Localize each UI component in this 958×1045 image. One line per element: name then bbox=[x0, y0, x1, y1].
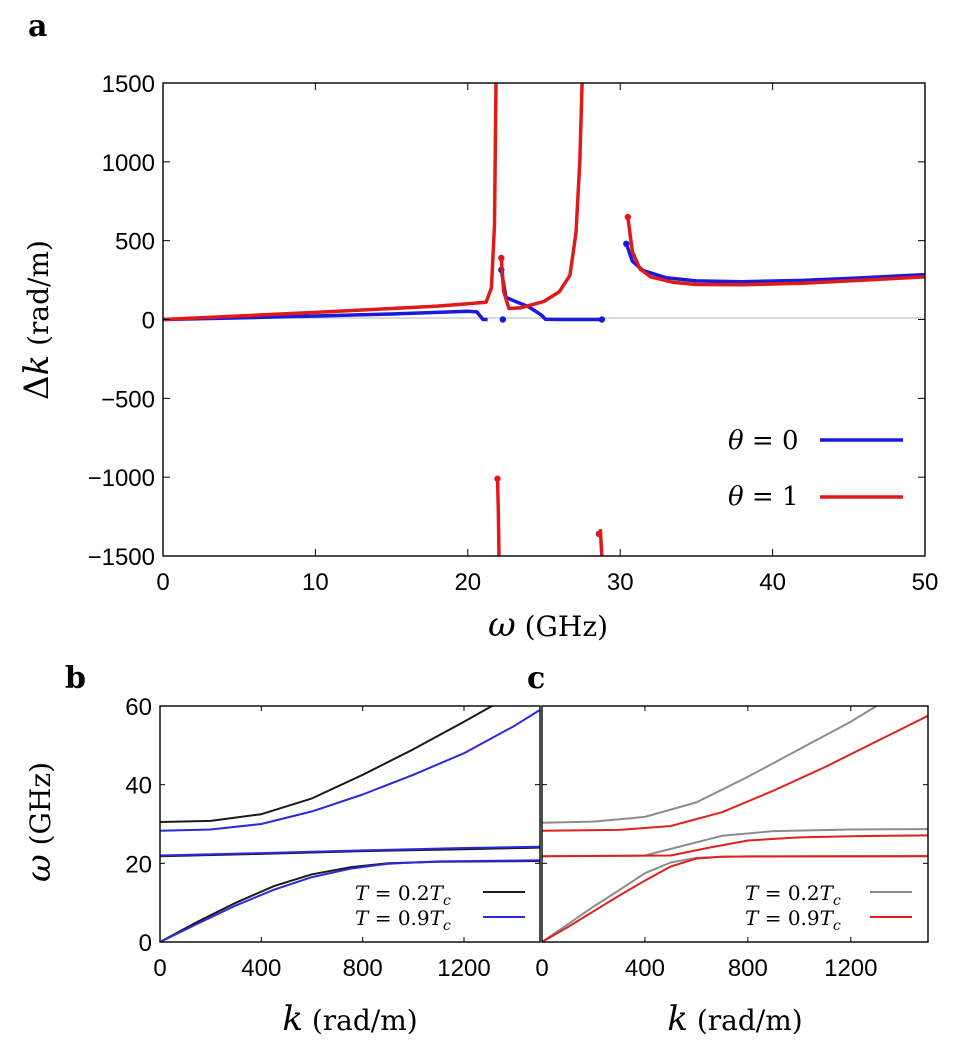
series-b-1-segment-2 bbox=[160, 859, 540, 942]
x-label-c-unit: (rad/m) bbox=[688, 1004, 803, 1037]
series-c-1-segment-0 bbox=[542, 714, 928, 832]
panel-b-plot: 0 400 800 1200 0 20 40 60 bbox=[125, 694, 541, 982]
panel-letter-a: a bbox=[28, 9, 47, 44]
series-c-0-segment-2 bbox=[542, 854, 928, 942]
series-a-1-marker-2 bbox=[595, 530, 603, 538]
x-tick-label-b-3: 1200 bbox=[437, 955, 490, 982]
series-a-0-marker-3 bbox=[623, 240, 630, 248]
y-label-a-unit: (rad/m) bbox=[22, 240, 55, 355]
y-label-b-unit: (GHz) bbox=[24, 762, 57, 854]
x-tick-label-a-2: 20 bbox=[454, 569, 481, 596]
x-tick-label-a-3: 30 bbox=[607, 569, 634, 596]
x-tick-label-c-2: 800 bbox=[728, 955, 768, 982]
y-tick-label-b-1: 20 bbox=[125, 851, 152, 878]
panel-letter-b: b bbox=[65, 661, 86, 696]
series-a-1-segment-2 bbox=[499, 83, 584, 311]
x-tick-label-c-1: 400 bbox=[625, 955, 665, 982]
x-tick-label-c-3: 1200 bbox=[824, 955, 877, 982]
series-b-0-segment-0 bbox=[160, 706, 493, 823]
plot-frame-b bbox=[159, 705, 541, 943]
legend-b-label-0: T = 0.2Tc bbox=[355, 881, 451, 909]
x-label-c-var: k bbox=[667, 999, 688, 1039]
series-a-0-segment-0 bbox=[163, 309, 488, 322]
y-tick-label-a-1: −1000 bbox=[88, 465, 155, 492]
series-a-1-marker-3 bbox=[624, 213, 632, 221]
x-tick-label-c-0: 0 bbox=[535, 955, 548, 982]
legend-c-label-1: T = 0.9Tc bbox=[745, 906, 841, 934]
series-a-0-segment-2 bbox=[624, 243, 925, 284]
x-tick-label-a-0: 0 bbox=[156, 569, 169, 596]
legend-a: θ = 0 θ = 1 bbox=[728, 426, 903, 512]
y-tick-label-a-2: −500 bbox=[101, 386, 155, 413]
y-tick-label-b-3: 60 bbox=[125, 694, 152, 721]
panel-c-plot: 0 400 800 1200 bbox=[535, 705, 929, 982]
x-tick-label-a-1: 10 bbox=[302, 569, 329, 596]
series-b-1-segment-1 bbox=[160, 845, 540, 857]
series-c-1-segment-1 bbox=[542, 834, 928, 858]
y-tick-label-a-0: −1500 bbox=[88, 544, 155, 571]
x-label-a-unit: (GHz) bbox=[516, 610, 608, 643]
panel-a-plot: 0 10 20 30 40 50 −1500 −1000 −500 0 500 1000 1500 bbox=[88, 71, 939, 596]
series-a-1-segment-4 bbox=[626, 216, 925, 287]
x-tick-label-b-0: 0 bbox=[153, 955, 166, 982]
y-label-a-var: k bbox=[17, 355, 57, 376]
x-label-b-unit: (rad/m) bbox=[303, 1004, 418, 1037]
legend-b-label-1: T = 0.9Tc bbox=[355, 906, 451, 934]
x-tick-label-a-5: 50 bbox=[912, 569, 939, 596]
x-tick-label-a-4: 40 bbox=[759, 569, 786, 596]
legend-a-label-0: θ = 0 bbox=[728, 426, 799, 456]
y-tick-label-a-3: 0 bbox=[142, 308, 155, 335]
y-tick-label-b-0: 0 bbox=[139, 930, 152, 957]
legend-b: T = 0.2Tc T = 0.9Tc bbox=[355, 881, 525, 934]
y-tick-label-a-6: 1500 bbox=[102, 71, 155, 98]
x-axis-label-a: ω (GHz) bbox=[488, 605, 608, 645]
series-a-1-segment-1 bbox=[495, 478, 501, 556]
y-label-b-var: ω bbox=[19, 854, 59, 882]
x-tick-label-b-1: 400 bbox=[241, 955, 281, 982]
series-b-1-segment-0 bbox=[160, 709, 540, 832]
x-axis-label-b: k (rad/m) bbox=[282, 999, 417, 1039]
y-tick-label-a-5: 1000 bbox=[102, 150, 155, 177]
series-a-1-marker-0 bbox=[494, 475, 501, 482]
series-a-0-marker-1 bbox=[499, 316, 507, 323]
series-b-0-segment-2 bbox=[160, 860, 540, 942]
panel-letter-c: c bbox=[527, 661, 545, 696]
y-axis-label-b: ω (GHz) bbox=[19, 762, 59, 882]
legend-c: T = 0.2Tc T = 0.9Tc bbox=[745, 881, 912, 934]
x-axis-label-c: k (rad/m) bbox=[667, 999, 802, 1039]
plot-frame-c bbox=[541, 705, 929, 943]
x-label-b-var: k bbox=[282, 999, 303, 1039]
series-a-0-marker-2 bbox=[598, 316, 606, 323]
x-label-a-var: ω bbox=[488, 605, 516, 645]
x-tick-label-b-2: 800 bbox=[343, 955, 383, 982]
series-c-1-segment-2 bbox=[542, 855, 928, 942]
series-a-1-segment-0 bbox=[163, 83, 498, 322]
series-a-1-marker-1 bbox=[498, 254, 505, 262]
series-c-0-segment-0 bbox=[542, 706, 878, 824]
y-tick-label-a-4: 500 bbox=[115, 229, 155, 256]
y-tick-label-b-2: 40 bbox=[125, 773, 152, 800]
y-label-a-delta: Δ bbox=[17, 375, 57, 400]
legend-c-label-0: T = 0.2Tc bbox=[745, 881, 841, 909]
legend-a-label-1: θ = 1 bbox=[728, 482, 799, 512]
y-axis-label-a: Δk (rad/m) bbox=[17, 240, 57, 400]
